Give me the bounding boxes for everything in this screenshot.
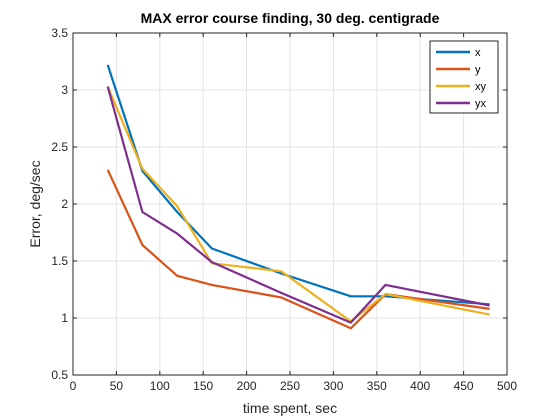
x-tick-label: 250 [280, 379, 300, 393]
series-lines [106, 64, 490, 330]
x-tick-label: 400 [410, 379, 430, 393]
x-tick-label: 450 [454, 379, 474, 393]
legend: xy xy yx [429, 40, 499, 114]
legend-label-x: x [475, 47, 481, 59]
x-tick-label: 500 [497, 379, 517, 393]
legend-label-yx: yx [475, 98, 487, 110]
chart-title: MAX error course finding, 30 deg. centig… [141, 10, 440, 26]
x-tick-label: 0 [70, 379, 77, 393]
y-tick-label: 1.5 [51, 254, 68, 268]
series-line-x [106, 64, 490, 306]
series-line-yx [106, 86, 490, 324]
x-tick-label: 300 [323, 379, 343, 393]
x-tick-label: 200 [237, 379, 257, 393]
y-tick-label: 2.5 [51, 140, 68, 154]
x-axis-label: time spent, sec [243, 400, 337, 416]
y-tick-label: 3 [61, 83, 68, 97]
y-tick-label: 0.5 [51, 368, 68, 382]
legend-label-xy: xy [475, 81, 487, 93]
y-tick-label: 3.5 [51, 26, 68, 40]
legend-label-y: y [475, 64, 481, 76]
axis-ticks: 0 50 100 150 200 250 300 350 400 450 500 0.5 1 1.5 2 2.… [51, 26, 517, 393]
y-tick-label: 2 [61, 197, 68, 211]
y-axis-label: Error, deg/sec [27, 160, 43, 247]
y-tick-label: 1 [61, 311, 68, 325]
x-tick-label: 100 [150, 379, 170, 393]
series-line-xy [106, 86, 490, 323]
x-tick-label: 350 [367, 379, 387, 393]
x-tick-label: 150 [193, 379, 213, 393]
x-tick-label: 50 [110, 379, 124, 393]
